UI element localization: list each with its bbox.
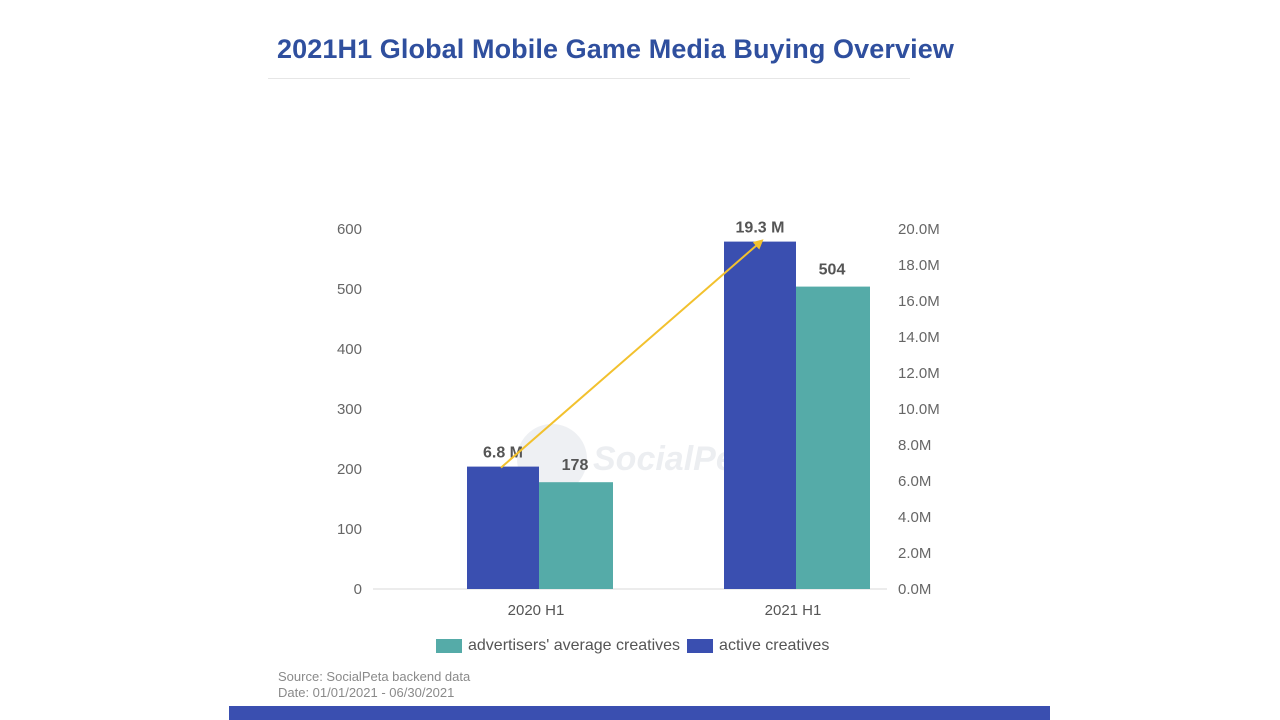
bar-active-creatives (467, 466, 539, 589)
left-axis-tick-label: 400 (337, 341, 362, 358)
right-axis-tick-label: 0.0M (898, 581, 931, 598)
legend-swatch-active-creatives (687, 639, 714, 653)
right-axis-tick-label: 12.0M (898, 365, 940, 382)
right-axis-tick-label: 4.0M (898, 509, 931, 526)
right-axis-tick-label: 16.0M (898, 293, 940, 310)
bottom-band (229, 706, 1050, 720)
left-axis-tick-label: 100 (337, 521, 362, 538)
right-axis-tick-label: 14.0M (898, 329, 940, 346)
legend-item-average-creatives: advertisers' average creatives (436, 637, 680, 655)
right-axis-tick-label: 6.0M (898, 473, 931, 490)
left-axis-tick-label: 600 (337, 221, 362, 238)
legend-label-average-creatives: advertisers' average creatives (468, 637, 681, 654)
category-label: 2021 H1 (765, 602, 822, 619)
bar-average-creatives (796, 286, 870, 589)
title-divider (268, 78, 910, 79)
right-axis-tick-label: 2.0M (898, 545, 931, 562)
left-axis-tick-label: 200 (337, 461, 362, 478)
data-label-active-creatives: 19.3 M (736, 220, 785, 237)
legend: advertisers' average creatives active cr… (436, 637, 836, 655)
data-label-average-creatives: 178 (562, 457, 589, 474)
trend-arrow (500, 239, 764, 469)
chart-title: 2021H1 Global Mobile Game Media Buying O… (277, 34, 954, 64)
legend-item-active-creatives: active creatives (687, 637, 829, 655)
legend-swatch-average-creatives (436, 639, 462, 653)
right-axis-tick-label: 18.0M (898, 257, 940, 274)
left-axis-tick-label: 500 (337, 281, 362, 298)
left-axis-tick-label: 0 (354, 581, 362, 598)
bar-average-creatives (539, 482, 613, 589)
right-axis-tick-label: 8.0M (898, 437, 931, 454)
data-label-average-creatives: 504 (819, 262, 846, 279)
source-line: Source: SocialPeta backend data (278, 669, 471, 684)
left-axis-tick-label: 300 (337, 401, 362, 418)
legend-label-active-creatives: active creatives (719, 637, 830, 654)
bar-active-creatives (724, 241, 796, 589)
right-axis-tick-label: 20.0M (898, 221, 940, 238)
right-axis-tick-label: 10.0M (898, 401, 940, 418)
category-label: 2020 H1 (508, 602, 565, 619)
date-line: Date: 01/01/2021 - 06/30/2021 (278, 685, 455, 700)
source-note: Source: SocialPeta backend data Date: 01… (278, 669, 470, 701)
